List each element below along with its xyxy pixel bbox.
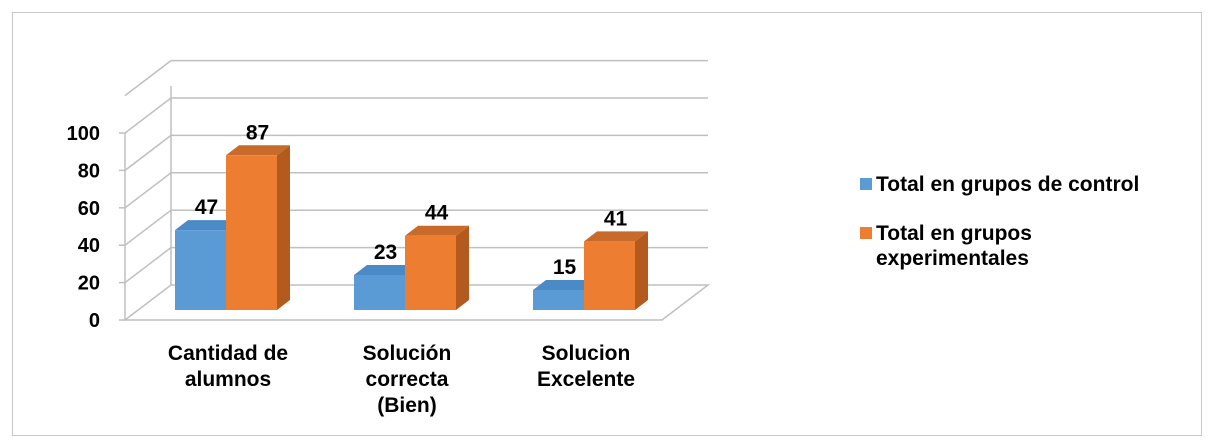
data-label: 15 — [553, 256, 577, 279]
bar-top — [405, 225, 469, 236]
y-tick-label: 0 — [89, 310, 100, 332]
data-label: 87 — [246, 121, 269, 144]
data-label: 44 — [425, 202, 449, 225]
bar-top — [175, 220, 239, 231]
legend-swatch-experimental — [860, 227, 872, 239]
bars — [175, 145, 648, 310]
category-label: Cantidad de alumnos — [168, 342, 288, 391]
category-labels: Cantidad de alumnos Solución correcta (Bien)… — [168, 342, 635, 417]
bar — [533, 289, 584, 310]
bar-side — [456, 225, 469, 310]
bar-top — [354, 264, 418, 275]
chart-floor — [122, 284, 711, 321]
gridline-side — [124, 209, 172, 246]
gridline-side — [124, 247, 172, 284]
bar-side — [277, 145, 290, 310]
bar — [584, 241, 635, 310]
bar-top — [533, 279, 597, 290]
bar-top — [226, 145, 290, 156]
category-label-line: Excelente — [537, 368, 635, 391]
category-label-line: (Bien) — [377, 394, 437, 417]
y-tick-label: 40 — [78, 235, 100, 257]
data-label: 23 — [374, 241, 397, 264]
bar-side — [635, 231, 648, 310]
data-label: 41 — [604, 207, 628, 230]
legend-item-experimental: Total en grupos experimentales — [860, 221, 1210, 271]
bar-top — [584, 231, 648, 242]
bar — [175, 230, 226, 310]
y-tick-label: 60 — [78, 198, 100, 220]
category-label: Solucion Excelente — [537, 342, 635, 391]
data-labels: 47 87 23 44 15 41 — [195, 121, 628, 279]
category-label-line: Solucion — [542, 342, 631, 365]
y-tick-label: 100 — [67, 123, 100, 145]
category-label-line: alumnos — [185, 368, 271, 391]
gridline-side — [124, 97, 172, 134]
category-label-line: Cantidad de — [168, 342, 288, 365]
bar — [405, 235, 456, 310]
legend-label-control: Total en grupos de control — [876, 173, 1140, 196]
y-axis-ticks: 0 20 40 60 80 100 — [67, 123, 125, 332]
category-label-line: correcta — [366, 368, 449, 391]
legend-label-experimental: Total en grupos experimentales — [876, 222, 1032, 270]
bar — [226, 155, 277, 310]
bar — [354, 274, 405, 310]
y-tick-label: 20 — [78, 273, 100, 295]
data-label: 47 — [195, 196, 218, 219]
legend-item-control: Total en grupos de control — [860, 172, 1210, 197]
legend: Total en grupos de control Total en grup… — [860, 172, 1210, 295]
category-label-line: Solución — [363, 342, 452, 365]
gridline-side — [124, 134, 172, 171]
y-tick-label: 80 — [78, 160, 100, 182]
legend-swatch-control — [860, 178, 872, 190]
chart-walls — [122, 86, 711, 321]
gridline-side — [124, 60, 172, 97]
category-label: Solución correcta (Bien) — [363, 342, 452, 417]
gridline-side — [124, 172, 172, 209]
